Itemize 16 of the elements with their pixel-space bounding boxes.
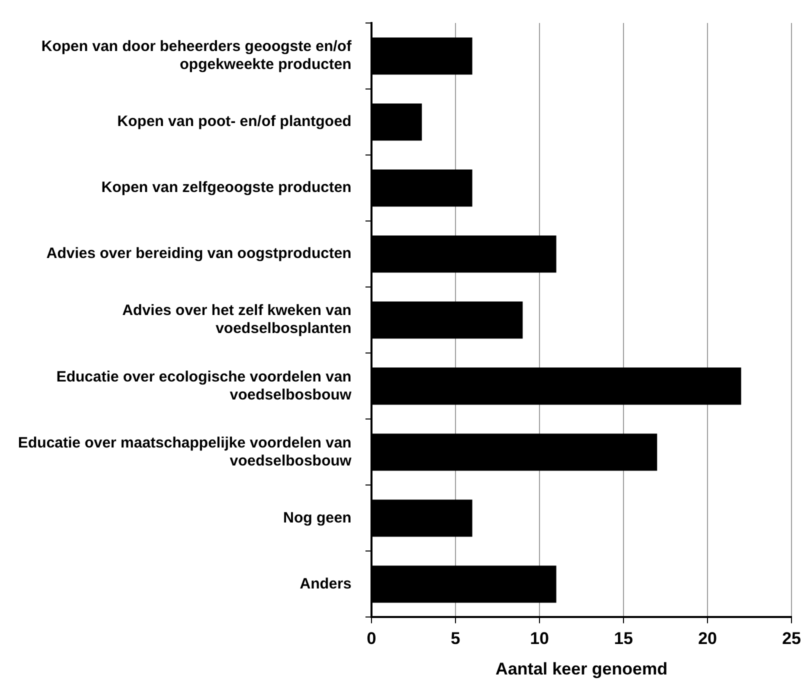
x-tick-label: 10 (530, 629, 549, 648)
x-tick-label: 20 (698, 629, 717, 648)
x-tick-label: 15 (614, 629, 633, 648)
y-tick-label: Nog geen (283, 509, 352, 526)
y-tick-label: Kopen van zelfgeoogste producten (101, 179, 352, 196)
x-tick-label: 0 (366, 629, 376, 648)
y-tick-label: Educatie over ecologische voordelen van voedselbosbouw (56, 368, 352, 404)
x-tick-label: 5 (450, 629, 460, 648)
x-tick-label: 25 (782, 629, 802, 648)
y-tick-label: Anders (300, 575, 352, 592)
x-axis-title: Aantal keer genoemd (496, 659, 668, 678)
y-tick-label: Kopen van poot- en/of plantgoed (117, 113, 352, 130)
y-tick-label: Advies over bereiding van oogstproducten (46, 245, 352, 262)
y-tick-label: Educatie over maatschappelijke voordelen van voedselbosbouw (18, 434, 352, 470)
y-tick-label: Kopen van door beheerders geoogste en/of opgekweekte producten (41, 38, 352, 74)
y-tick-label: Advies over het zelf kweken van voedselbosplanten (122, 302, 352, 338)
